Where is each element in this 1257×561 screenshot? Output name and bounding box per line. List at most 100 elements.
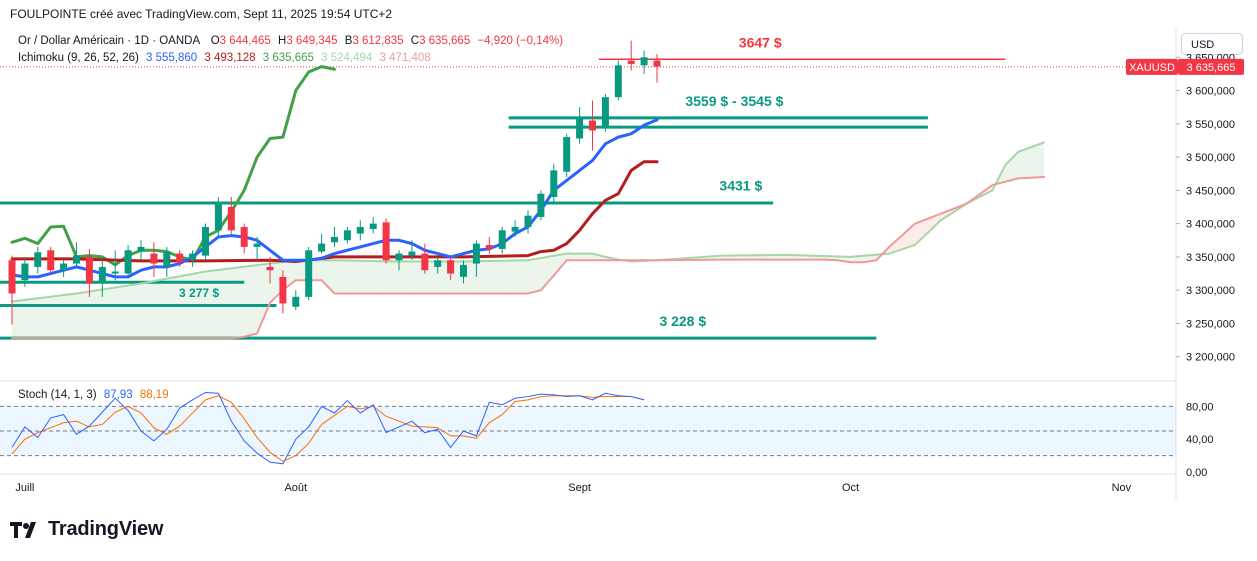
cloud-segment <box>224 268 229 339</box>
cloud-segment <box>28 299 32 339</box>
cloud-segment <box>750 255 754 260</box>
cloud-segment <box>41 297 45 339</box>
cloud-segment <box>1008 158 1012 181</box>
cloud-segment <box>240 266 245 338</box>
cloud-segment <box>231 267 235 339</box>
candle <box>98 260 106 297</box>
cloud-segment <box>53 295 58 339</box>
candle <box>124 244 132 277</box>
cloud-segment <box>150 281 154 339</box>
candle <box>85 248 93 297</box>
cloud-segment <box>218 269 222 339</box>
close-value: 3 635,665 <box>419 35 471 47</box>
candle <box>318 233 326 254</box>
cloud-segment <box>376 261 380 294</box>
cloud-segment <box>366 260 370 294</box>
cloud-segment <box>340 260 345 294</box>
cloud-segment <box>576 253 580 261</box>
stoch-legend: Stoch (14, 1, 3) 87,93 88,19 <box>18 389 169 401</box>
symbol-description[interactable]: Or / Dollar Américain · 1D · OANDA <box>18 35 200 47</box>
cloud-segment <box>547 256 551 283</box>
candle <box>343 226 351 244</box>
cloud-segment <box>860 255 864 263</box>
cloud-segment <box>531 259 535 293</box>
candle <box>653 53 661 83</box>
price-tick-label: 3 250,000 <box>1186 318 1235 330</box>
cloud-segment <box>1014 151 1019 180</box>
candle-body <box>150 253 158 264</box>
candle <box>550 163 558 204</box>
cloud-segment <box>1018 150 1022 179</box>
cloud-segment <box>437 261 441 294</box>
cloud-segment <box>540 257 545 291</box>
stoch-k-line <box>11 391 645 465</box>
cloud-segment <box>476 261 480 294</box>
candle-body <box>434 260 442 267</box>
candle <box>331 226 338 247</box>
candle <box>460 260 467 284</box>
cloud-segment <box>566 253 570 261</box>
ichimoku-legend: Ichimoku (9, 26, 52, 26) 3 555,860 3 493… <box>18 52 431 64</box>
cloud-segment <box>373 261 377 294</box>
cloud-segment <box>382 261 387 294</box>
cloud-segment <box>795 255 799 260</box>
cloud-segment <box>779 254 783 260</box>
candle-body <box>189 253 197 261</box>
cloud-segment <box>60 295 64 339</box>
cloud-segment <box>1002 165 1006 183</box>
last-price-badge-text: 3 635,665 <box>1187 62 1236 74</box>
cloud-segment <box>237 267 241 338</box>
price-tick-label: 3 450,000 <box>1186 185 1235 197</box>
price-tick-label: 3 350,000 <box>1186 252 1235 264</box>
cloud-segment <box>434 261 438 294</box>
cloud-segment <box>737 255 741 260</box>
candle-body <box>524 215 532 227</box>
cloud-segment <box>124 285 129 339</box>
cloud-segment <box>311 260 316 281</box>
cloud-segment <box>898 235 903 251</box>
candle-body <box>73 255 80 264</box>
cloud-segment <box>586 253 590 261</box>
ichimoku-name[interactable]: Ichimoku (9, 26, 52, 26) <box>18 52 139 64</box>
candle <box>627 40 635 71</box>
cloud-segment <box>740 255 745 260</box>
candle-body <box>240 226 248 247</box>
cloud-segment <box>318 260 322 281</box>
candle <box>472 240 480 277</box>
currency-button[interactable]: USD <box>1181 33 1243 55</box>
cloud-segment <box>147 281 151 339</box>
candle-body <box>292 296 300 307</box>
cloud-segment <box>760 255 764 260</box>
cloud-segment <box>563 253 567 265</box>
cloud-segment <box>1040 142 1044 178</box>
candle <box>137 240 145 261</box>
candle-body <box>511 226 519 232</box>
candle-body <box>8 260 16 294</box>
stochastic-pane <box>0 391 1176 465</box>
cloud-segment <box>144 282 148 339</box>
candle <box>253 236 261 261</box>
cloud-segment <box>37 297 42 339</box>
stoch-tick-label: 80,00 <box>1186 401 1214 413</box>
cloud-segment <box>473 261 477 294</box>
cloud-segment <box>331 260 335 294</box>
cloud-segment <box>415 261 419 294</box>
stoch-name[interactable]: Stoch (14, 1, 3) <box>18 389 97 401</box>
stoch-tick-label: 40,00 <box>1186 434 1214 446</box>
cloud-segment <box>324 260 329 287</box>
candle-body <box>343 230 351 241</box>
cloud-segment <box>792 255 796 260</box>
cloud-segment <box>395 261 399 294</box>
main-legend: Or / Dollar Américain · 1D · OANDA O3 64… <box>18 35 563 47</box>
candle-body <box>576 117 584 139</box>
candle <box>8 255 16 325</box>
cloud-segment <box>466 261 470 294</box>
cloud-segment <box>850 256 854 263</box>
candle <box>434 256 442 274</box>
cloud-segment <box>402 261 406 294</box>
time-tick-label: Oct <box>842 482 859 494</box>
cloud-segment <box>498 260 503 294</box>
cloud-segment <box>495 260 499 294</box>
cloud-segment <box>418 261 422 294</box>
